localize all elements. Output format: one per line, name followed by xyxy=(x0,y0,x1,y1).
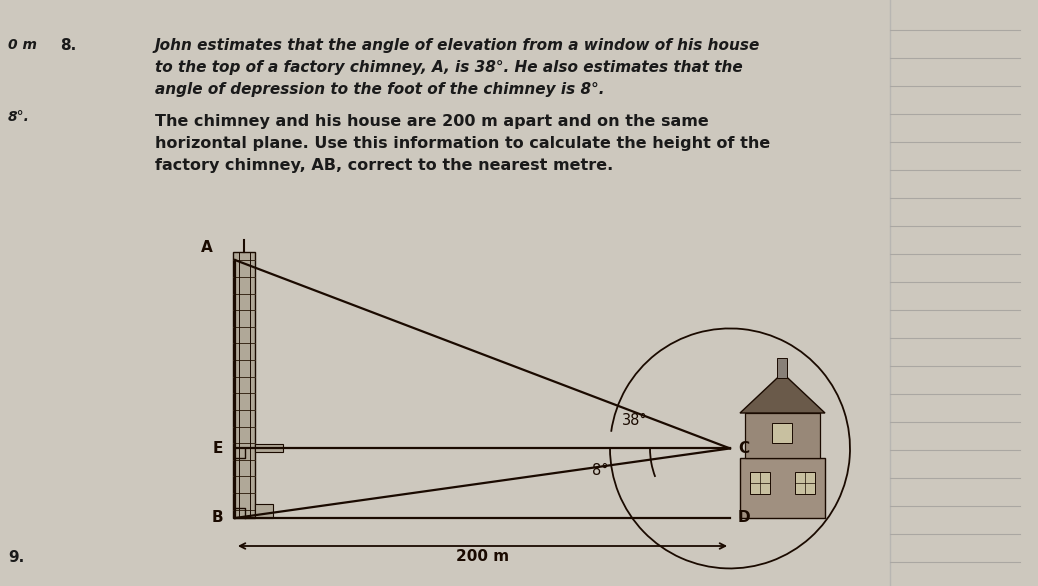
Text: D: D xyxy=(738,510,750,526)
Text: E: E xyxy=(213,441,223,456)
Text: 200 m: 200 m xyxy=(456,549,509,564)
Text: factory chimney, AB, correct to the nearest metre.: factory chimney, AB, correct to the near… xyxy=(155,158,613,173)
Text: 8.: 8. xyxy=(60,38,76,53)
Bar xyxy=(233,252,255,518)
Text: 38°: 38° xyxy=(622,413,648,428)
Bar xyxy=(255,504,273,518)
Text: 8°.: 8°. xyxy=(8,110,30,124)
Bar xyxy=(795,472,815,494)
Text: A: A xyxy=(201,240,213,255)
Text: 8°: 8° xyxy=(592,463,608,478)
Text: angle of depression to the foot of the chimney is 8°.: angle of depression to the foot of the c… xyxy=(155,82,604,97)
Text: C: C xyxy=(738,441,749,456)
Text: B: B xyxy=(212,510,223,526)
Text: horizontal plane. Use this information to calculate the height of the: horizontal plane. Use this information t… xyxy=(155,136,770,151)
Bar xyxy=(777,358,787,378)
Bar xyxy=(750,472,770,494)
Text: 0 m: 0 m xyxy=(8,38,37,52)
Text: to the top of a factory chimney, A, is 38°. He also estimates that the: to the top of a factory chimney, A, is 3… xyxy=(155,60,743,75)
Polygon shape xyxy=(740,373,825,413)
Text: The chimney and his house are 200 m apart and on the same: The chimney and his house are 200 m apar… xyxy=(155,114,709,129)
Bar xyxy=(255,444,283,452)
Bar xyxy=(740,458,825,518)
Text: John estimates that the angle of elevation from a window of his house: John estimates that the angle of elevati… xyxy=(155,38,761,53)
Text: 9.: 9. xyxy=(8,550,24,565)
Bar xyxy=(772,423,792,443)
Bar xyxy=(745,413,820,458)
